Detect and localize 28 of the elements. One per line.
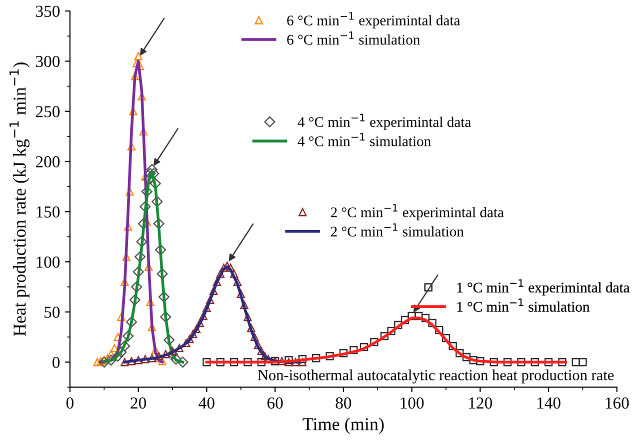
x-tick-label: 140: [538, 397, 560, 409]
x-tick-label: 0: [66, 397, 74, 409]
legend-label: 4 °C min$^{−1}$ simulation: [298, 133, 431, 146]
x-tick-label: 100: [400, 397, 424, 409]
y-tick-label: 50: [44, 306, 60, 318]
annotation: Non-isothermal autocatalytic reaction heat production rate: [258, 370, 614, 384]
legend-label: 2 °C min$^{−1}$ experimintal data: [330, 204, 504, 220]
x-tick-label: 20: [130, 397, 146, 409]
x-axis-title: Time (min): [302, 418, 384, 434]
legend-label: 6 °C min$^{−1}$ experimintal data: [287, 12, 460, 28]
legend-label: 6 °C min$^{−1}$ simulation: [287, 31, 420, 45]
y-tick-label: 200: [36, 156, 60, 168]
legend-label: 2 °C min$^{−1}$ simulation: [330, 223, 464, 237]
y-tick-label: 350: [36, 6, 60, 17]
x-tick-label: 80: [336, 397, 352, 409]
y-tick-label: 300: [36, 56, 60, 68]
y-axis-title: Heat production rate (kJ kg$^{−1}$ min$^{−1}$): [9, 62, 30, 336]
x-tick-label: 160: [606, 397, 629, 409]
y-tick-label: 150: [36, 206, 60, 218]
legend-label: 4 °C min$^{−1}$ experimintal data: [298, 114, 471, 130]
x-tick-label: 120: [469, 397, 492, 409]
y-tick-label: 0: [52, 356, 60, 368]
legend-label: 1 °C min$^{−1}$ simulation: [457, 298, 590, 312]
x-tick-label: 40: [198, 397, 214, 409]
y-tick-label: 250: [36, 106, 60, 118]
y-tick-label: 100: [36, 256, 60, 268]
legend-label: 1 °C min$^{−1}$ experimintal data: [457, 279, 630, 296]
x-tick-label: 60: [267, 397, 283, 409]
